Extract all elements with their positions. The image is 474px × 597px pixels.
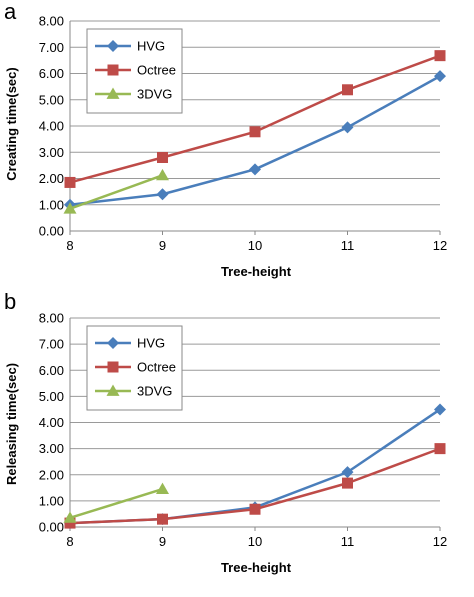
axes-a: [69, 21, 441, 235]
x-tick-label-a-0: 8: [66, 238, 73, 253]
y-tick-label-b-7: 7.00: [39, 337, 64, 352]
data-point-b-3dvg-0: [63, 511, 77, 523]
data-point-a-octree-1: [157, 152, 168, 163]
y-tick-labels-a: 0.00 1.00 2.00 3.00 4.00 5.00 6.00 7.00 8.00: [39, 14, 64, 239]
y-tick-label-b-2: 2.00: [39, 467, 64, 482]
y-tick-label-a-0: 0.00: [39, 224, 64, 239]
y-tick-label-a-5: 5.00: [39, 92, 64, 107]
y-tick-label-b-4: 4.00: [39, 415, 64, 430]
legend-marker-b-2: [106, 384, 120, 396]
legend-label-b-1: Octree: [137, 360, 176, 375]
data-point-a-hvg-4: [434, 70, 446, 83]
x-tick-label-b-3: 11: [341, 534, 355, 549]
x-tick-labels-b: 8 9 10 11 12: [66, 534, 447, 549]
panel-letter-a: a: [4, 0, 17, 24]
y-tick-label-b-0: 0.00: [39, 520, 64, 535]
data-point-b-octree-1: [157, 513, 168, 525]
series-line-b-3dvg: [69, 487, 163, 520]
data-point-a-octree-3: [342, 84, 353, 96]
data-point-a-octree-2: [249, 126, 261, 138]
y-tick-label-b-3: 3.00: [39, 441, 64, 456]
y-tick-label-b-6: 6.00: [39, 363, 64, 378]
y-tick-label-a-2: 2.00: [39, 171, 64, 186]
x-tick-label-a-4: 12: [433, 238, 447, 253]
data-point-a-hvg-1: [156, 188, 169, 201]
legend-marker-a-2: [106, 87, 120, 99]
y-tick-label-a-1: 1.00: [39, 197, 64, 212]
data-point-b-octree-2: [249, 503, 261, 515]
data-point-b-octree-3: [342, 477, 353, 489]
x-tick-labels-a: 8 9 10 11 12: [66, 238, 447, 253]
x-tick-label-a-2: 10: [248, 238, 262, 253]
x-tick-label-b-1: 9: [159, 534, 166, 549]
series-group-b: [63, 403, 446, 530]
data-point-a-octree-0: [64, 176, 76, 188]
x-tick-label-b-0: 8: [66, 534, 73, 549]
y-tick-labels-b: 0.00 1.00 2.00 3.00 4.00 5.00 6.00 7.00 8.00: [39, 311, 64, 535]
data-point-b-hvg-4: [434, 403, 446, 416]
y-tick-label-a-4: 4.00: [39, 119, 64, 134]
y-tick-label-a-6: 6.00: [39, 66, 64, 81]
y-tick-label-a-8: 8.00: [39, 14, 64, 29]
legend-marker-b-1: [107, 361, 119, 373]
series-group-a: [63, 50, 446, 214]
x-tick-label-b-2: 10: [248, 534, 262, 549]
y-axis-title-b: Releasing time(sec): [4, 363, 19, 485]
y-tick-label-b-5: 5.00: [39, 389, 64, 404]
y-axis-title-a: Creating time(sec): [4, 67, 19, 180]
data-point-b-octree-4: [434, 443, 446, 455]
panel-letter-b: b: [4, 289, 16, 314]
series-line-a-3dvg: [69, 174, 163, 210]
data-point-a-3dvg-0: [63, 202, 77, 214]
legend-label-b-2: 3DVG: [137, 384, 172, 399]
x-tick-label-b-4: 12: [433, 534, 447, 549]
x-axis-title-a: Tree-height: [221, 264, 292, 279]
data-point-a-octree-4: [434, 50, 446, 62]
chart-panel-a: a 0.00 1.00 2.00 3.00 4.00 5.00 6.00 7.00 8.00 8…: [4, 0, 447, 279]
data-point-b-3dvg-1: [156, 482, 169, 494]
y-tick-label-b-1: 1.00: [39, 493, 64, 508]
legend-marker-b-0: [107, 337, 119, 349]
y-tick-label-a-7: 7.00: [39, 40, 64, 55]
data-point-a-hvg-2: [249, 163, 261, 176]
legend-b: HVG Octree 3DVG: [86, 325, 183, 411]
data-point-a-hvg-3: [341, 121, 354, 134]
chart-panel-b: b 0.00 1.00 2.00 3.00 4.00 5.00 6.00 7.00 8.00 8…: [4, 289, 447, 575]
data-point-a-3dvg-1: [156, 168, 169, 181]
legend-marker-a-0: [107, 40, 119, 52]
x-tick-label-a-3: 11: [341, 238, 355, 253]
data-point-b-hvg-3: [341, 466, 354, 479]
y-tick-label-a-3: 3.00: [39, 145, 64, 160]
legend-label-b-0: HVG: [137, 336, 165, 351]
y-tick-label-b-8: 8.00: [39, 311, 64, 326]
x-tick-label-a-1: 9: [159, 238, 166, 253]
legend-a: HVG Octree 3DVG: [86, 28, 183, 114]
legend-label-a-2: 3DVG: [137, 87, 172, 102]
legend-label-a-1: Octree: [137, 63, 176, 78]
data-point-b-octree-0: [64, 517, 76, 529]
legend-label-a-0: HVG: [137, 39, 165, 54]
legend-marker-a-1: [107, 64, 119, 76]
x-axis-title-b: Tree-height: [221, 560, 292, 575]
